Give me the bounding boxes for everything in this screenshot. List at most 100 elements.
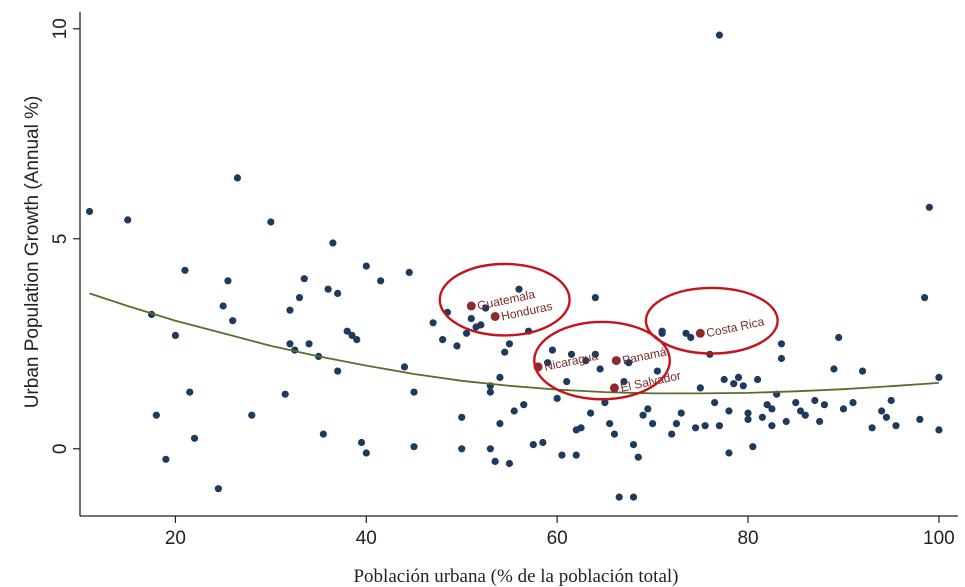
data-point [887, 396, 895, 405]
data-point [668, 430, 676, 438]
data-point [782, 417, 790, 426]
data-point [548, 346, 557, 354]
data-point [305, 340, 313, 348]
data-point [544, 359, 552, 367]
data-point [777, 354, 786, 363]
data-point [920, 294, 929, 302]
data-point [539, 438, 547, 447]
highlight-ellipse [533, 320, 671, 401]
data-point [190, 434, 199, 442]
data-point [219, 302, 227, 310]
data-point [343, 327, 351, 335]
data-point [792, 399, 800, 407]
data-point [878, 407, 886, 415]
data-point [601, 399, 609, 407]
data-point [629, 493, 638, 501]
data-point [744, 415, 752, 423]
data-point [458, 413, 466, 421]
data-point [582, 357, 590, 365]
data-point [491, 457, 499, 465]
data-point [677, 409, 685, 417]
data-point [124, 216, 132, 224]
data-point [300, 275, 308, 283]
data-point [295, 294, 304, 302]
x-tick-label: 40 [356, 528, 377, 549]
data-point [634, 453, 642, 461]
data-point [882, 413, 891, 421]
data-point [486, 388, 494, 396]
data-point [811, 396, 819, 405]
x-tick-label: 20 [165, 528, 186, 549]
highlight-label: Costa Rica [705, 314, 766, 340]
data-point [725, 407, 733, 415]
highlight-point [695, 328, 705, 338]
data-point [768, 405, 776, 413]
data-point [586, 409, 595, 417]
fit-curve [89, 292, 939, 395]
data-point [558, 451, 566, 459]
data-point [439, 336, 447, 344]
data-point [577, 424, 585, 432]
data-point [553, 394, 561, 402]
data-point [362, 262, 370, 270]
data-point [625, 359, 633, 367]
data-point [615, 493, 623, 501]
data-point [572, 451, 580, 459]
data-point [324, 285, 332, 293]
data-point [520, 401, 528, 409]
highlight-point [609, 383, 619, 393]
data-point [496, 373, 504, 381]
data-point [711, 399, 719, 407]
y-axis: 0 5 10 [50, 12, 81, 516]
data-point [816, 417, 824, 426]
data-point [715, 422, 724, 430]
data-point [248, 411, 256, 419]
data-point [653, 367, 661, 375]
data-point [214, 485, 222, 493]
data-point [515, 285, 523, 293]
data-point [505, 459, 514, 468]
data-point [281, 390, 289, 398]
data-point [796, 407, 805, 415]
data-point [596, 365, 604, 373]
data-point [715, 31, 724, 39]
data-point [186, 388, 194, 396]
data-point [892, 422, 900, 430]
data-point [319, 430, 327, 438]
data-point [696, 384, 704, 392]
data-point [501, 348, 509, 356]
data-point [181, 266, 189, 274]
data-point [763, 401, 771, 409]
data-point [458, 445, 466, 453]
highlight-point [466, 301, 476, 311]
data-point [357, 438, 366, 447]
data-point [691, 424, 700, 432]
data-point [405, 268, 413, 276]
highlight-label: Panamá [621, 344, 668, 367]
data-point [839, 405, 848, 413]
data-point [835, 333, 843, 342]
data-point [229, 317, 237, 325]
data-point [649, 420, 657, 428]
x-tick-label: 80 [737, 528, 758, 549]
data-point [687, 333, 695, 342]
data-point [658, 329, 666, 337]
data-point [591, 350, 599, 358]
data-point [334, 289, 342, 297]
data-point [233, 174, 242, 182]
data-point [496, 420, 504, 428]
y-tick-label: 0 [50, 444, 71, 455]
y-tick-label: 10 [50, 18, 71, 39]
data-point [85, 207, 94, 216]
highlight-label: El Salvador [619, 368, 682, 394]
highlight-point [490, 312, 500, 321]
data-point [610, 430, 619, 438]
data-point [644, 405, 652, 413]
data-point [467, 315, 475, 323]
data-point [758, 413, 766, 421]
data-point [672, 420, 681, 428]
data-point [591, 294, 599, 302]
data-point [925, 203, 933, 211]
data-point [567, 350, 576, 358]
